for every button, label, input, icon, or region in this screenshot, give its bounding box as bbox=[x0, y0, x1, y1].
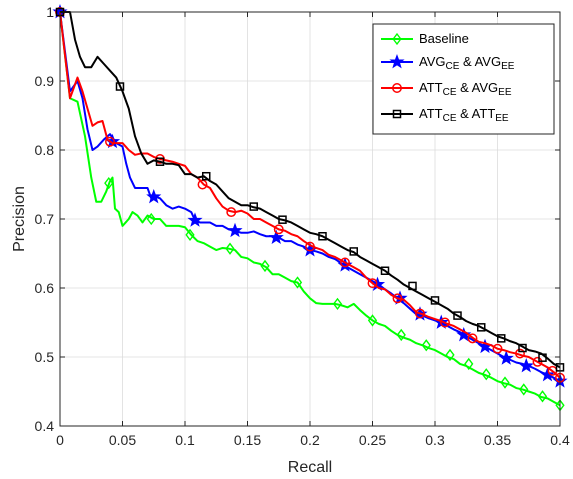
x-tick-label: 0 bbox=[56, 432, 64, 448]
series-point bbox=[396, 328, 406, 342]
series-point bbox=[477, 323, 486, 332]
legend-marker bbox=[392, 32, 402, 46]
series-point bbox=[481, 368, 491, 381]
series-point bbox=[392, 293, 403, 304]
x-tick-label: 0.15 bbox=[234, 432, 261, 448]
x-tick-label: 0.1 bbox=[175, 432, 195, 448]
series-point bbox=[538, 353, 547, 362]
y-tick-label: 0.7 bbox=[35, 211, 55, 227]
legend-label: ATTCE & ATTEE bbox=[419, 106, 509, 124]
series-point bbox=[115, 82, 125, 91]
legend-entry: AVGCE & AVGEE bbox=[381, 54, 515, 72]
legend-entry: ATTCE & AVGEE bbox=[381, 80, 512, 98]
series-point bbox=[292, 276, 303, 289]
series-point bbox=[537, 390, 548, 403]
series-point bbox=[408, 281, 417, 291]
series-point bbox=[467, 333, 478, 344]
axis-ticks: 0 0.05 0.1 0.15 0.2 0.25 0.3 0.35 0.4 0.4 0.5 0.6 0.… bbox=[35, 4, 570, 448]
series-point bbox=[497, 334, 506, 343]
series-layer bbox=[52, 4, 568, 412]
series-point bbox=[518, 343, 527, 353]
series-point bbox=[498, 350, 514, 365]
legend-label: ATTCE & AVGEE bbox=[419, 80, 512, 98]
series-point bbox=[464, 357, 474, 371]
series-point bbox=[187, 212, 203, 227]
series-point bbox=[278, 215, 287, 224]
series-line bbox=[60, 11, 561, 369]
legend-entry: ATTCE & ATTEE bbox=[381, 106, 509, 124]
series-point bbox=[249, 202, 258, 211]
series-point bbox=[332, 297, 343, 311]
y-tick-label: 0.9 bbox=[35, 73, 55, 89]
legend-box bbox=[372, 23, 555, 135]
series-point bbox=[318, 232, 327, 241]
series-point bbox=[340, 257, 350, 268]
series-point bbox=[421, 339, 431, 352]
series-point bbox=[146, 188, 162, 204]
series-point bbox=[415, 308, 425, 319]
series-1 bbox=[55, 5, 565, 412]
legend-label: AVGCE & AVGEE bbox=[419, 54, 515, 72]
series-point bbox=[500, 376, 510, 389]
series-point bbox=[367, 314, 378, 327]
series-point bbox=[226, 207, 237, 218]
y-axis-title: Precision bbox=[11, 186, 28, 252]
series-point bbox=[445, 348, 455, 362]
y-tick-label: 0.8 bbox=[35, 142, 55, 158]
series-point bbox=[202, 171, 211, 181]
x-tick-label: 0.05 bbox=[109, 432, 136, 448]
series-point bbox=[539, 366, 556, 382]
series-point bbox=[518, 358, 534, 373]
y-tick-label: 0.5 bbox=[35, 349, 55, 365]
series-point bbox=[305, 241, 315, 252]
series-point bbox=[273, 224, 284, 235]
series-point bbox=[492, 343, 503, 354]
legend-marker bbox=[392, 83, 402, 93]
series-4 bbox=[55, 7, 565, 372]
x-tick-label: 0.4 bbox=[550, 432, 570, 448]
y-tick-label: 0.4 bbox=[35, 418, 55, 434]
x-axis-title: Recall bbox=[288, 459, 332, 476]
legend: Baseline AVGCE & AVGEE ATTCE & AVGEE ATTCE … bbox=[372, 23, 555, 135]
series-point bbox=[367, 278, 378, 289]
series-point bbox=[380, 266, 390, 275]
series-point bbox=[104, 176, 114, 190]
legend-label: Baseline bbox=[419, 31, 469, 46]
series-point bbox=[155, 157, 165, 166]
legend-marker bbox=[392, 109, 402, 119]
series-point bbox=[268, 229, 284, 245]
y-tick-label: 1 bbox=[46, 4, 54, 20]
series-point bbox=[519, 383, 529, 396]
series-point bbox=[225, 242, 235, 255]
series-line bbox=[59, 11, 561, 383]
legend-marker bbox=[389, 54, 405, 69]
series-point bbox=[440, 317, 450, 328]
series-point bbox=[146, 212, 156, 226]
series-point bbox=[227, 222, 243, 238]
series-point bbox=[456, 326, 472, 342]
x-tick-label: 0.35 bbox=[484, 432, 511, 448]
series-point bbox=[515, 348, 525, 359]
x-tick-label: 0.25 bbox=[359, 432, 386, 448]
series-point bbox=[349, 247, 358, 256]
legend-entry: Baseline bbox=[381, 31, 469, 46]
x-tick-label: 0.3 bbox=[425, 432, 445, 448]
series-point bbox=[105, 136, 115, 147]
series-point bbox=[453, 311, 462, 320]
x-tick-label: 0.2 bbox=[300, 432, 320, 448]
y-tick-label: 0.6 bbox=[35, 280, 55, 296]
series-point bbox=[185, 228, 195, 242]
series-line bbox=[59, 11, 561, 407]
series-point bbox=[430, 296, 440, 305]
series-point bbox=[260, 259, 270, 273]
